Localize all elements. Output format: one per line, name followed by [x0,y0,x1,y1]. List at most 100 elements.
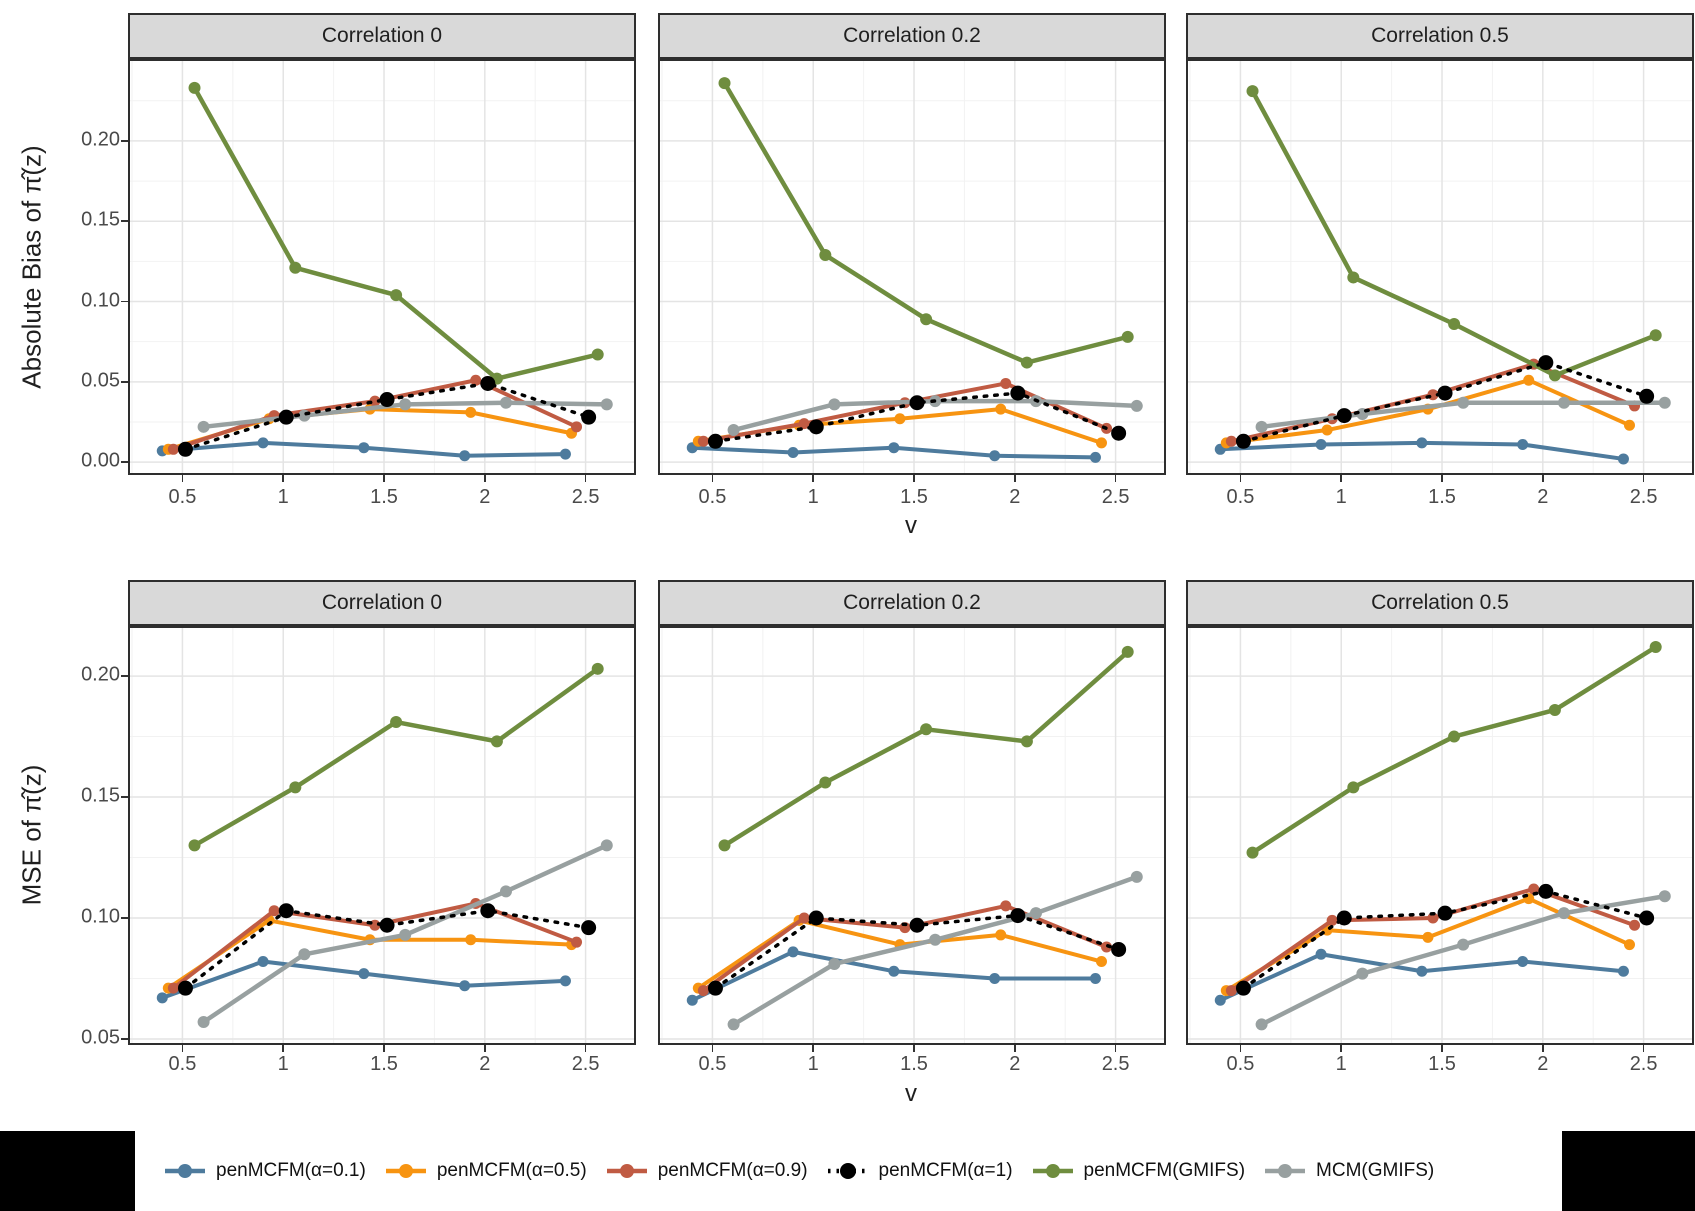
panel-border [128,59,636,475]
series-point-alpha1 [808,910,824,926]
series-point-alpha1 [909,395,925,411]
series-point-alpha09 [1629,919,1641,931]
x-tick-label: 1.5 [1428,1053,1456,1075]
series-point-mcm [1557,907,1570,920]
x-tick-label: 1 [277,486,289,508]
series-point-gmifs [718,77,731,90]
series-point-alpha01 [1517,956,1529,968]
series-point-alpha09 [1000,900,1012,912]
series-point-alpha1 [1538,355,1554,371]
x-tick-mark [282,1045,284,1052]
x-tick-label: 1.5 [1428,486,1456,508]
series-point-alpha01 [1517,438,1529,450]
legend-key-alpha01 [165,1164,205,1178]
gridlines-minor [128,626,636,1045]
x-tick-mark [1542,1045,1544,1052]
legend-label: MCM(GMIFS) [1316,1160,1435,1181]
x-tick-label: 1 [1335,486,1347,508]
series-point-mcm [1255,1018,1268,1031]
series-point-gmifs [819,776,832,789]
series-point-alpha1 [177,441,193,457]
x-tick-label: 1 [1335,1053,1347,1075]
y-tick-label: 0.00 [81,449,120,472]
panel-plot-area [658,59,1166,475]
legend-label: penMCFM(GMIFS) [1083,1160,1246,1181]
series-point-alpha09 [571,936,583,948]
series-point-alpha09 [798,418,810,430]
series-point-alpha01 [888,965,900,977]
x-tick-label: 0.5 [1226,1053,1255,1075]
series-point-alpha01 [1315,948,1327,960]
series-point-alpha1 [177,980,193,996]
series-point-alpha1 [1437,385,1453,401]
gridlines-minor [1186,626,1694,1045]
series-point-alpha1 [1336,910,1352,926]
series-point-alpha1 [480,903,496,919]
series-point-alpha1 [1111,941,1127,957]
x-tick-mark [812,1045,814,1052]
series-point-alpha1 [278,903,294,919]
series-point-alpha05 [1321,424,1333,436]
facet-strip: Correlation 0.2 [658,580,1166,626]
series-point-alpha01 [1416,965,1428,977]
gridlines-minor [128,59,636,475]
y-tick-mark [121,381,128,383]
series-line-gmifs [192,85,600,381]
series-point-alpha1 [480,375,496,391]
series-point-alpha1 [1639,388,1655,404]
series-point-gmifs [188,81,201,94]
legend-item-gmifs: penMCFM(GMIFS) [1031,1160,1246,1182]
series-point-mcm [600,398,613,411]
series-point-alpha01 [1617,453,1629,465]
series-line-alpha09 [701,381,1109,444]
x-tick-label: 0.5 [168,1053,197,1075]
series-point-alpha01 [459,450,471,462]
series-point-gmifs [188,839,201,852]
series-point-gmifs [1020,735,1033,748]
series-point-alpha1 [1639,910,1655,926]
legend: penMCFM(α=0.1) penMCFM(α=0.5) penMCFM(α=0.… [0,1131,1695,1211]
series-point-gmifs [1347,271,1360,284]
series-point-alpha05 [1623,939,1635,951]
series-point-alpha01 [989,450,1001,462]
legend-item-alpha09: penMCFM(α=0.9) [605,1160,808,1182]
x-axis-title-bottom: v [905,1080,917,1107]
x-tick-mark [913,475,915,482]
series-point-gmifs [1246,85,1259,98]
series-point-alpha1 [1235,980,1251,996]
series-point-mcm [929,933,942,946]
series-line-gmifs [1250,88,1658,378]
series-point-mcm [1457,396,1470,409]
series-point-alpha1 [1437,905,1453,921]
x-tick-mark [181,475,184,482]
series-point-gmifs [591,348,604,361]
legend-label: penMCFM(α=1) [878,1160,1013,1181]
x-tick-mark [584,475,587,482]
y-tick-label: 0.05 [81,369,120,392]
x-tick-mark [1441,1045,1443,1052]
panel-border [658,626,1166,1045]
series-point-alpha09 [1225,985,1237,997]
panel-plot-area [128,59,636,475]
series-point-gmifs [1548,369,1561,382]
y-tick-label: 0.20 [81,128,120,151]
gridlines-minor [658,59,1166,475]
series-point-alpha05 [1422,931,1434,943]
x-tick-label: 1.5 [900,1053,928,1075]
series-line-alpha09 [1229,886,1637,993]
series-point-gmifs [1649,329,1662,342]
x-tick-mark [1642,475,1645,482]
legend-label: penMCFM(α=0.1) [216,1160,366,1181]
series-point-alpha01 [1214,994,1226,1006]
x-tick-label: 2.5 [1101,486,1130,508]
y-tick-mark [121,675,128,677]
legend-key-alpha09 [606,1164,647,1178]
series-point-gmifs [1448,318,1461,331]
x-tick-label: 1.5 [900,486,928,508]
x-tick-mark [1642,1045,1645,1052]
chart-panel [1186,59,1694,475]
facet-strip: Correlation 0.5 [1186,580,1694,626]
series-point-alpha05 [894,413,906,425]
x-tick-label: 2 [1009,486,1021,508]
chart-panel [1186,626,1694,1045]
